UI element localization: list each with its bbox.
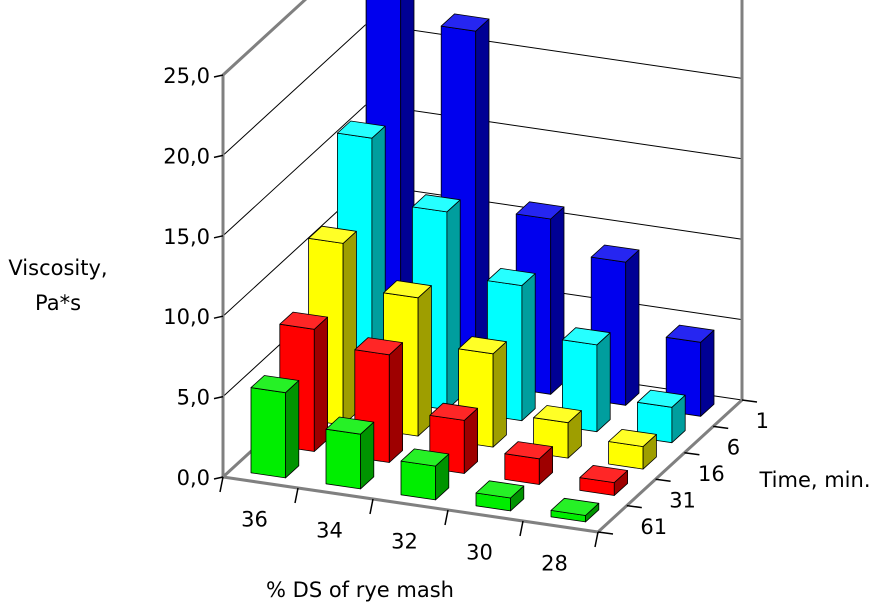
bar-top [308,225,357,244]
bar-side [700,329,715,417]
y-tick-mark [213,476,224,480]
bar-top [504,441,553,460]
bar-top [562,327,611,346]
bar-side [596,332,611,433]
bar-top [533,405,582,424]
x-tick-label: 28 [541,552,568,576]
bar-top [486,267,536,287]
bar [475,480,525,512]
y-tick-label: 15,0 [163,225,210,249]
bar-top [458,336,507,355]
x-tick-mark [594,531,599,548]
x-tick-label: 32 [391,530,418,554]
axis-titles: Viscosity, Pa*s % DS of rye mash Time, m… [8,256,870,602]
z-tick-mark [684,452,700,456]
x-tick-mark [444,509,449,526]
bar [608,428,657,470]
bar-side [285,380,300,479]
gridline [221,0,308,77]
z-tick-label: 16 [698,462,725,486]
x-tick-mark [219,476,224,493]
x-tick-label: 36 [241,508,268,532]
z-tick-mark [597,531,614,535]
bar-top [325,416,375,435]
y-tick-label: 0,0 [177,466,210,490]
bar-top [250,375,300,394]
bar-side [417,285,432,437]
bar [250,375,300,479]
y-tick-mark [213,74,224,78]
z-axis-title: Time, min. [758,468,870,492]
bar-top [608,428,657,448]
y-axis-title-line-1: Viscosity, [8,256,107,280]
bar-front [325,428,361,490]
bar [504,441,553,485]
bar-top [637,389,686,408]
bar-side [521,273,536,422]
bar [665,324,715,417]
z-tick-mark [626,504,642,509]
bar-top [475,480,525,499]
bars [250,0,715,523]
bar-top [336,120,386,139]
bar-top [665,324,715,343]
x-tick-mark [519,520,524,537]
bar-top [440,13,490,32]
y-tick-mark [213,154,224,159]
bar-top [515,201,565,220]
bar-top [383,280,432,299]
bar-top [411,194,461,213]
bar-side [388,342,404,463]
x-tick-mark [294,487,299,504]
bar-side [625,249,640,406]
z-tick-label: 1 [756,409,769,433]
bar [325,416,375,490]
y-tick-label: 10,0 [163,305,210,329]
y-tick-mark [213,315,224,319]
bar-front [400,460,436,501]
x-tick-mark [369,498,374,515]
bar [550,497,600,523]
bar-front [250,387,286,479]
z-tick-mark [741,399,758,403]
bar-top [279,311,329,330]
z-tick-mark [713,425,729,430]
bar-top [550,497,600,516]
z-tick-label: 31 [669,488,696,512]
z-tick-label: 61 [640,515,667,539]
bar-top [579,464,628,484]
z-tick-mark [655,478,671,482]
bar-top [354,337,404,356]
z-tick-label: 6 [727,436,740,460]
x-tick-label: 30 [466,541,493,565]
y-axis-title-line-2: Pa*s [35,291,81,315]
bar [579,464,628,496]
bar-side [492,341,507,448]
y-tick-label: 5,0 [177,386,210,410]
y-tick-mark [213,395,224,400]
bar-top [429,402,479,421]
x-axis-title: % DS of rye mash [266,578,454,602]
bar-top [400,448,450,467]
bar-top [590,244,640,263]
bar [400,448,450,501]
y-tick-label: 25,0 [163,64,210,88]
x-tick-label: 34 [316,519,343,543]
y-tick-label: 20,0 [163,144,210,168]
y-tick-mark [213,235,224,239]
